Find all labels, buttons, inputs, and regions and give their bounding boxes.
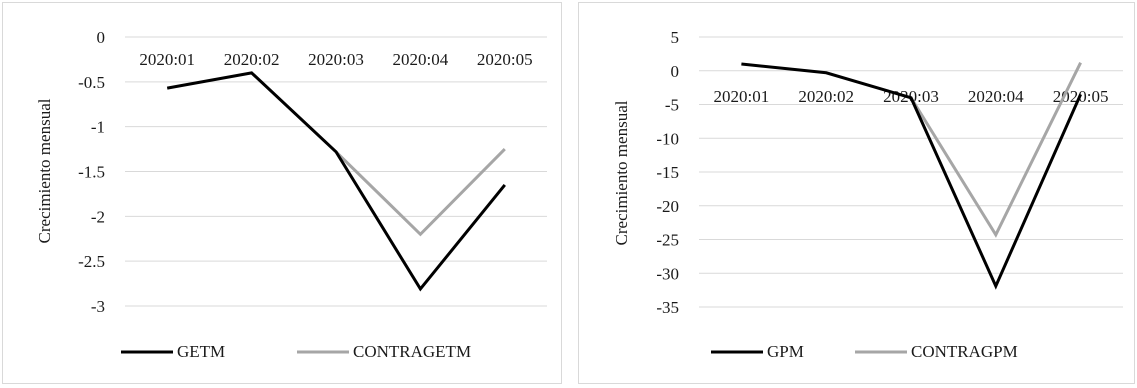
x-tick-label: 2020:02	[224, 50, 280, 69]
y-axis-title: Crecimiento mensual	[612, 100, 631, 245]
y-tick-label: -2	[91, 207, 105, 226]
y-tick-label: -35	[656, 298, 679, 317]
y-tick-label: -2.5	[78, 252, 105, 271]
series-line-getm	[166, 71, 506, 292]
chart-panel-getm: 0 -0.5 -1 -1.5 -2 -2.5 -3 2020:01 2020:02 2020:03…	[2, 2, 562, 384]
y-axis-title: Crecimiento mensual	[35, 98, 54, 243]
chart-getm: 0 -0.5 -1 -1.5 -2 -2.5 -3 2020:01 2020:02 2020:03…	[35, 28, 547, 361]
legend-label: CONTRAGETM	[353, 342, 471, 361]
x-tick-label: 2020:01	[139, 50, 195, 69]
y-tick-label: 0	[671, 62, 680, 81]
y-tick-label: -1	[91, 118, 105, 137]
y-tick-label: -20	[656, 197, 679, 216]
y-tick-label: -30	[656, 264, 679, 283]
legend-label: GETM	[177, 342, 225, 361]
x-tick-label: 2020:04	[968, 87, 1024, 106]
y-tick-label: -5	[665, 96, 679, 115]
y-tick-label: -15	[656, 163, 679, 182]
y-tick-label: -1.5	[78, 163, 105, 182]
y-tick-label: 5	[671, 28, 680, 47]
legend-label: GPM	[767, 342, 804, 361]
y-tick-label: -25	[656, 231, 679, 250]
y-tick-label: 0	[97, 28, 106, 47]
y-tick-label: -0.5	[78, 73, 105, 92]
x-tick-label: 2020:01	[714, 87, 770, 106]
chart-gpm: 5 0 -5 -10 -15 -20 -25 -30 -35 2020:01 2020:02 2020…	[612, 28, 1123, 361]
x-tick-label: 2020:03	[308, 50, 364, 69]
legend-label: CONTRAGPM	[911, 342, 1018, 361]
x-tick-label: 2020:05	[477, 50, 533, 69]
y-tick-label: -10	[656, 129, 679, 148]
series-line-gpm	[741, 62, 1082, 290]
x-tick-label: 2020:02	[798, 87, 854, 106]
x-tick-label: 2020:04	[393, 50, 449, 69]
y-tick-label: -3	[91, 297, 105, 316]
chart-panel-gpm: 5 0 -5 -10 -15 -20 -25 -30 -35 2020:01 2020:02 2020…	[578, 2, 1135, 384]
